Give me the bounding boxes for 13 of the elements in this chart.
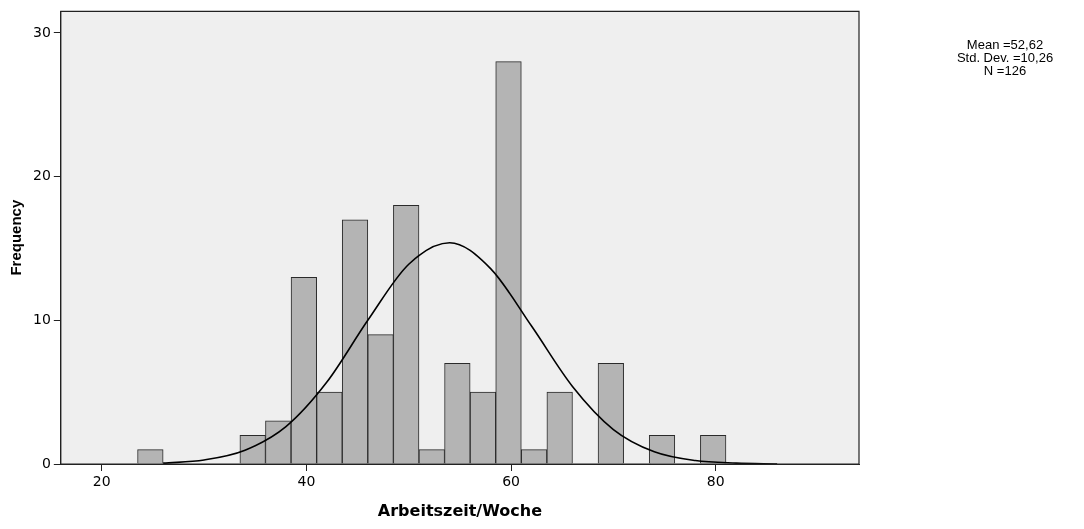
x-tick-label: 80	[706, 473, 725, 490]
x-tick-label: 20	[92, 473, 111, 490]
x-tick-label: 60	[502, 473, 520, 490]
y-axis-title: Frequency	[7, 199, 25, 276]
text: Mean =52,62	[965, 37, 1045, 52]
text: N =126	[982, 63, 1027, 78]
y-tick-label: 20	[32, 167, 51, 184]
text: Std. Dev. =10,26	[955, 50, 1055, 65]
y-tick-label: 10	[32, 310, 51, 327]
x-axis-title: Arbeitszeit/Woche	[377, 500, 543, 520]
y-tick-label: 30	[32, 23, 51, 40]
x-tick-label: 40	[297, 473, 316, 490]
y-tick-label: 0	[41, 454, 51, 471]
